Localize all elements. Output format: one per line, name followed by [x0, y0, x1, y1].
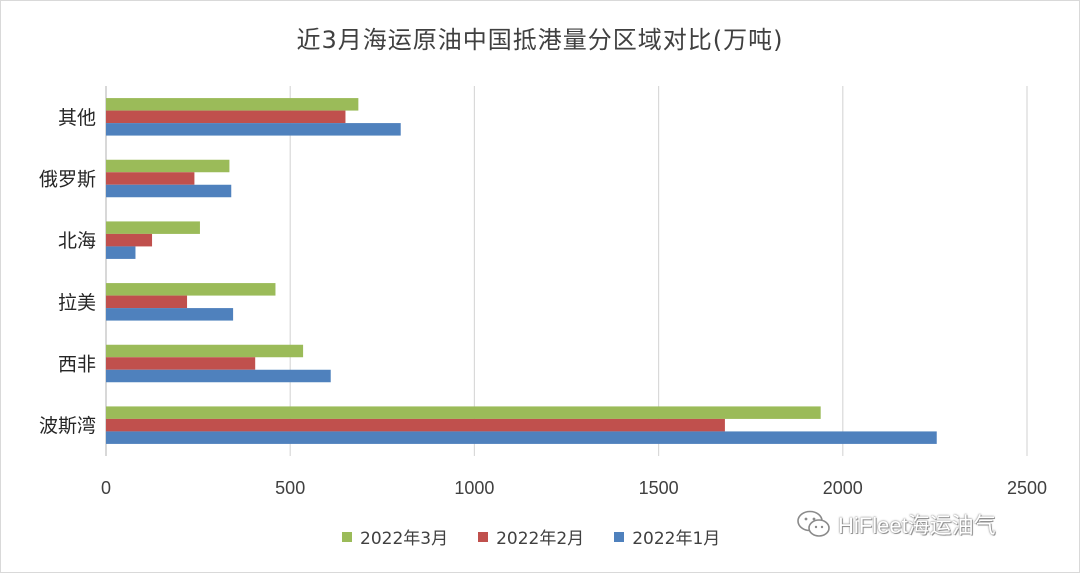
legend-item-mar: 2022年3月: [342, 524, 448, 549]
bar: [106, 357, 256, 370]
x-tick-label: 2500: [1007, 478, 1047, 498]
bar: [106, 295, 188, 309]
category-label: 北海: [58, 230, 96, 252]
x-tick-label: 0: [101, 478, 111, 498]
legend-swatch-jan: [614, 531, 625, 542]
chart-title: 近3月海运原油中国抵港量分区域对比(万吨): [296, 26, 784, 54]
legend: 2022年3月 2022年2月 2022年1月: [342, 524, 720, 549]
watermark: HiFleet海运油气: [796, 508, 996, 540]
bar: [106, 431, 937, 444]
legend-item-jan: 2022年1月: [614, 524, 720, 549]
bar: [106, 110, 346, 124]
legend-swatch-mar: [342, 531, 352, 542]
legend-item-feb: 2022年2月: [478, 524, 584, 549]
bar: [106, 123, 401, 136]
bar: [106, 172, 195, 185]
bar: [106, 418, 725, 432]
bar: [106, 221, 200, 234]
category-label: 拉美: [58, 292, 96, 314]
bar: [106, 233, 153, 247]
bar: [106, 283, 276, 296]
bar: [106, 308, 234, 321]
legend-label-mar: 2022年3月: [360, 529, 449, 549]
x-tick-label: 2000: [823, 478, 863, 498]
category-label: 波斯湾: [39, 415, 96, 437]
bar: [106, 406, 821, 419]
bar: [106, 369, 331, 383]
bar: [106, 98, 359, 111]
legend-swatch-feb: [478, 531, 489, 542]
legend-label-jan: 2022年1月: [632, 529, 721, 549]
watermark-text: HiFleet海运油气: [838, 513, 996, 538]
legend-label-feb: 2022年2月: [496, 529, 585, 549]
wechat-icon: [797, 510, 830, 537]
bar: [106, 159, 230, 173]
x-tick-label: 1000: [454, 478, 494, 498]
x-tick-label: 500: [275, 478, 305, 498]
category-label: 西非: [58, 354, 96, 376]
bar: [106, 246, 136, 259]
bar: [106, 184, 232, 198]
x-tick-label: 1500: [639, 478, 679, 498]
category-label: 俄罗斯: [39, 169, 96, 191]
category-label: 其他: [58, 107, 96, 129]
bar: [106, 344, 304, 358]
